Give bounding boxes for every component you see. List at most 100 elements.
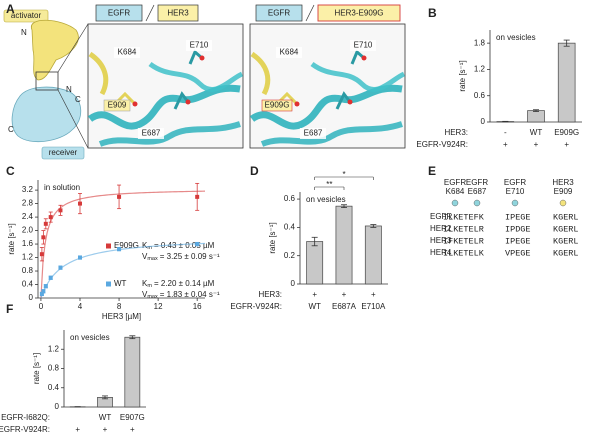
column-residue: E909: [554, 187, 573, 196]
sequence-segment: KGERL: [553, 236, 579, 246]
row-label: HER3:: [258, 290, 282, 299]
row-value: +: [503, 140, 508, 149]
receiver-label: receiver: [49, 148, 78, 157]
slash: [146, 5, 154, 21]
y-tick-label: 1.8: [474, 38, 486, 47]
x-tick-label: 4: [78, 302, 83, 311]
terminus-label: N: [21, 28, 27, 37]
column-protein: EGFR: [466, 178, 488, 187]
residue-label: E710: [354, 41, 373, 50]
data-point: [40, 252, 44, 256]
legend-fit-text: Vmax= 3.25 ± 0.09 s⁻¹: [142, 252, 220, 262]
fit-value: = 2.20 ± 0.14 µM: [154, 279, 215, 288]
column-residue: E710: [506, 187, 525, 196]
residue-label: K684: [280, 48, 299, 57]
residue-dot: [512, 200, 518, 206]
significance-label: **: [326, 180, 332, 189]
bar: [125, 337, 140, 407]
data-point: [41, 289, 45, 293]
fit-value: = 3.25 ± 0.09 s⁻¹: [160, 252, 220, 261]
legend-swatch: [106, 244, 111, 249]
y-tick-label: 3.2: [22, 185, 34, 194]
residue-label: K684: [118, 48, 137, 57]
row-value: E710A: [361, 302, 386, 311]
panel-label: D: [250, 164, 259, 178]
row-value: WT: [99, 413, 112, 422]
residue-label: E687: [142, 129, 161, 138]
symbol-subscript: m: [147, 283, 152, 289]
row-value: +: [103, 425, 108, 434]
sequence-segment: VPEGE: [505, 248, 531, 258]
residue-label: E687: [304, 129, 323, 138]
sequence-segment: KGERL: [553, 224, 579, 234]
row-value: +: [75, 425, 80, 434]
bar: [558, 43, 575, 122]
panel-label: F: [6, 302, 13, 316]
row-value: WT: [308, 302, 321, 311]
y-axis-label: rate [s⁻¹]: [458, 60, 467, 91]
y-tick-label: 0: [291, 279, 296, 288]
inset-header: EGFR: [268, 9, 290, 18]
row-value: E909G: [554, 128, 579, 137]
bar: [307, 242, 323, 284]
chart-subtitle: on vesicles: [496, 33, 536, 42]
bar: [528, 111, 545, 122]
y-tick-label: 1.2: [48, 344, 60, 353]
y-tick-label: 0: [481, 117, 486, 126]
panel-label: B: [428, 6, 437, 20]
residue-dot: [474, 200, 480, 206]
y-tick-label: 0.4: [22, 280, 34, 289]
y-tick-label: 1.2: [22, 253, 34, 262]
y-tick-label: 0.8: [48, 364, 60, 373]
column-residue: E687: [468, 187, 487, 196]
y-axis-label: rate [s⁻¹]: [7, 223, 16, 254]
residue-label: E710: [190, 41, 209, 50]
sequence-segment: ILKETEFK: [443, 212, 485, 222]
bar: [336, 206, 352, 284]
y-tick-label: 0.4: [284, 222, 296, 231]
column-protein: HER3: [552, 178, 574, 187]
chart-subtitle: in solution: [44, 183, 80, 192]
data-point: [44, 222, 48, 226]
row-value: -: [504, 128, 507, 137]
y-tick-label: 0.6: [284, 194, 296, 203]
sequence-segment: KGERL: [553, 248, 579, 258]
panel-label: A: [6, 2, 15, 16]
x-tick-label: 0: [39, 302, 44, 311]
row-value: +: [534, 140, 539, 149]
row-label: EGFR-V924R:: [230, 302, 282, 311]
data-point: [117, 247, 121, 251]
data-point: [58, 208, 62, 212]
sequence-segment: IPEGE: [505, 236, 531, 246]
panel-label: E: [428, 164, 436, 178]
sequence-segment: IFKETELR: [443, 236, 484, 246]
row-value: +: [371, 290, 376, 299]
data-point: [117, 195, 121, 199]
y-tick-label: 2.8: [22, 199, 34, 208]
residue-label: E909G: [265, 101, 290, 110]
activator-shape: [31, 20, 78, 80]
residue-label: E909: [108, 101, 127, 110]
chart-subtitle: on vesicles: [306, 195, 346, 204]
row-label: EGFR-V924R:: [416, 140, 468, 149]
column-protein: EGFR: [504, 178, 526, 187]
symbol-subscript: max: [147, 294, 158, 300]
inset-header: EGFR: [108, 9, 130, 18]
data-point: [44, 284, 48, 288]
y-tick-label: 1.2: [474, 65, 486, 74]
slash: [306, 5, 314, 21]
activator-label: activator: [11, 11, 42, 20]
inset-header: HER3-E909G: [335, 9, 384, 18]
x-tick-label: 16: [193, 302, 202, 311]
data-point: [78, 256, 82, 260]
legend-swatch: [106, 282, 111, 287]
sequence-segment: KGERL: [553, 212, 579, 222]
x-tick-label: 12: [154, 302, 163, 311]
symbol-subscript: max: [147, 256, 158, 262]
y-tick-label: 0.6: [474, 91, 486, 100]
row-value: +: [342, 290, 347, 299]
panel-label: C: [6, 164, 15, 178]
row-value: E907G: [120, 413, 145, 422]
sequence-segment: IPDGE: [505, 224, 531, 234]
